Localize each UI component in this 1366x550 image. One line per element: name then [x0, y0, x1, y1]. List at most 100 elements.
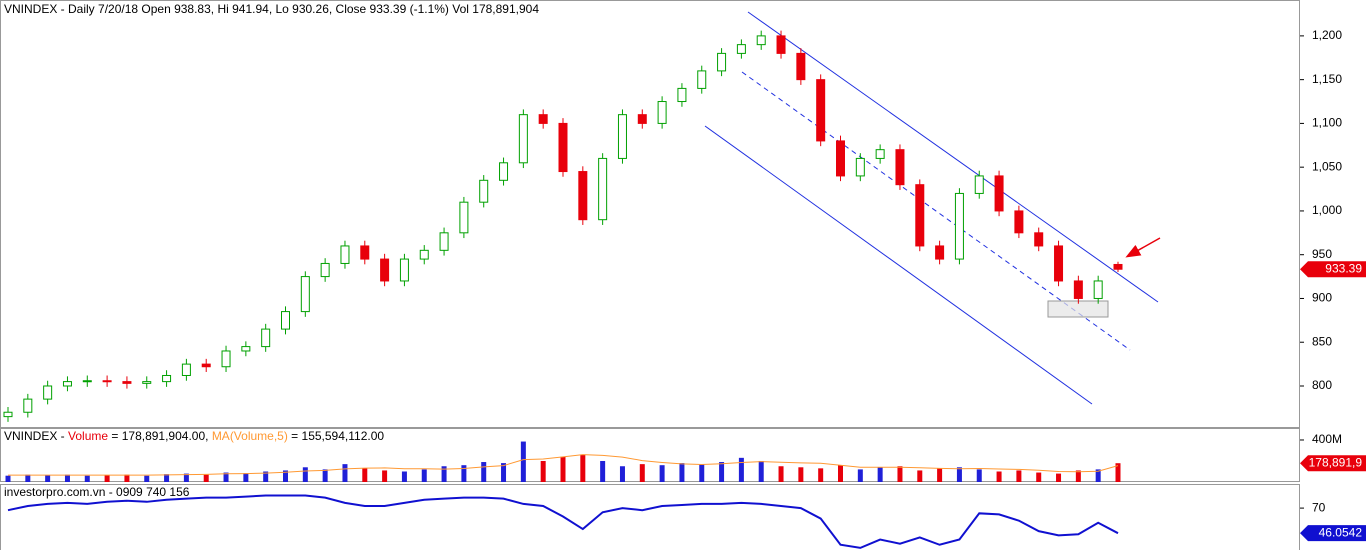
volume-bar — [84, 475, 90, 482]
y-tick-label: 1,050 — [1312, 159, 1342, 173]
volume-bar — [164, 474, 170, 482]
legend-volume-value: = 178,891,904.00, — [108, 429, 212, 443]
volume-bar — [778, 466, 784, 482]
candle-body — [1093, 280, 1103, 299]
volume-bar — [976, 469, 982, 482]
volume-bar — [362, 468, 368, 482]
candle-body — [855, 157, 865, 177]
candle-body — [1054, 245, 1064, 282]
volume-bar — [520, 441, 526, 482]
last-value-label: 178,891,9 — [1309, 455, 1363, 469]
candle-body — [380, 258, 390, 282]
last-value-tag — [1300, 261, 1366, 278]
volume-bar — [421, 469, 427, 482]
panel-marks — [5, 441, 1121, 482]
y-tick-label: 1,100 — [1312, 116, 1342, 130]
legend-prefix: VNINDEX - — [4, 429, 68, 443]
volume-bar — [461, 465, 467, 482]
candle-body — [241, 346, 251, 352]
price-panel — [0, 0, 1300, 428]
legend-ma: MA(Volume,5) — [212, 429, 288, 443]
volume-bar — [283, 470, 288, 482]
candle-body — [360, 245, 370, 260]
last-value-tag — [1300, 455, 1366, 472]
volume-bar — [183, 473, 189, 482]
volume-bar — [600, 460, 606, 482]
volume-bar — [719, 462, 725, 482]
volume-bar — [401, 471, 407, 482]
volume-bar — [501, 463, 507, 482]
y-tick-label: 800 — [1312, 378, 1332, 392]
candle-body — [776, 35, 786, 54]
candle-body — [756, 35, 766, 46]
candle-body — [122, 381, 132, 384]
volume-bar — [659, 465, 665, 482]
candle-body — [836, 140, 845, 177]
y-tick-label: 1,150 — [1312, 72, 1342, 86]
volume-bar — [838, 465, 843, 482]
candle-body — [3, 411, 13, 418]
volume-bar — [25, 474, 31, 482]
volume-bar — [877, 467, 883, 482]
volume-bar — [699, 464, 705, 482]
candle-body — [915, 184, 925, 247]
candle-body — [717, 52, 727, 72]
volume-bar — [5, 475, 11, 482]
volume-bar — [64, 474, 70, 482]
candle-body — [479, 179, 489, 203]
candle-body — [23, 398, 33, 413]
candle-body — [518, 114, 528, 164]
candle-body — [459, 201, 469, 234]
candle-body — [538, 114, 548, 124]
candle-body — [499, 162, 509, 181]
volume-bar — [580, 454, 586, 482]
volume-bar — [1056, 473, 1062, 482]
last-value-label: 46.0542 — [1319, 525, 1363, 539]
y-tick-label: 400M — [1312, 432, 1342, 446]
volume-bar — [937, 468, 943, 482]
candle-body — [578, 171, 588, 221]
volume-bar — [857, 469, 863, 482]
legend-volume: Volume — [68, 429, 108, 443]
chart-title: VNINDEX - Daily 7/20/18 Open 938.83, Hi … — [4, 2, 539, 16]
candle-body — [677, 87, 687, 103]
candle-body — [954, 192, 964, 260]
candle-body — [994, 175, 1004, 212]
volume-bar — [1016, 470, 1022, 482]
volume-bar — [203, 474, 209, 482]
candle-body — [281, 311, 290, 330]
volume-bar — [679, 463, 685, 482]
candle-body — [875, 149, 885, 159]
candle-body — [974, 175, 984, 194]
legend-ma-value: = 155,594,112.00 — [288, 429, 385, 443]
volume-bar — [738, 457, 744, 482]
volume-bar — [243, 473, 249, 482]
candle-body — [816, 79, 826, 142]
volume-bar — [1036, 472, 1042, 482]
volume-bar — [818, 468, 824, 482]
last-value-tag — [1300, 525, 1366, 542]
volume-bar — [263, 471, 269, 482]
ma-line — [8, 454, 1119, 476]
volume-bar — [956, 467, 962, 482]
volume-bar — [1115, 463, 1121, 482]
candle-body — [637, 114, 647, 124]
channel-lower — [704, 125, 1093, 405]
candle-body — [617, 114, 627, 159]
y-tick-label: 70 — [1312, 500, 1326, 514]
volume-bar — [223, 472, 229, 482]
candle-body — [300, 276, 310, 313]
candle-body — [796, 52, 806, 81]
panel-marks — [3, 30, 1123, 422]
volume-panel — [0, 428, 1300, 482]
volume-bar — [619, 466, 625, 482]
volume-bar — [996, 471, 1002, 482]
candle-body — [181, 363, 191, 376]
channel-upper — [747, 11, 1159, 303]
volume-bar — [322, 469, 328, 482]
candle-body — [439, 232, 449, 251]
candle-body — [201, 363, 211, 368]
candle-body — [399, 258, 409, 282]
candle-body — [657, 101, 667, 124]
